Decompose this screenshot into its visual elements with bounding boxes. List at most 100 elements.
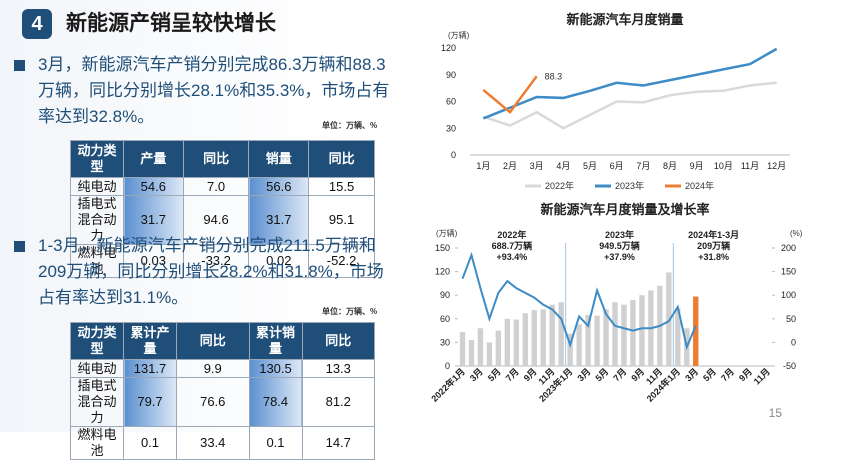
bar [594,315,600,366]
x-tick-label: 9月 [690,161,704,171]
header-cell: 同比 [182,140,250,178]
line [482,75,538,115]
y-tick-label: 90 [446,70,456,80]
annotation: 688.7万辆 [492,240,533,251]
x-tick-label: 7月 [504,366,521,383]
bar [576,324,582,366]
annotation: +37.9% [604,252,635,262]
annotation: +93.4% [496,252,527,262]
bar [549,304,555,366]
row: 纯电动 54.6 7.0 56.6 15.5 [70,177,375,196]
unit-note: 单位：万辆、% [322,121,378,130]
x-tick-label: 5月 [486,366,503,383]
bar [459,332,466,366]
x-tick-label: 6月 [610,161,624,171]
unit-note: 单位：万辆、% [322,307,378,316]
header-cell: 累计产量 [123,322,177,360]
bar [513,319,520,366]
cell: 燃料电池 [70,244,124,278]
y-tick-label: 150 [435,243,450,253]
annotation: 2024年1-3月 [688,229,739,240]
x-tick-label: 11月 [752,366,772,386]
y2-axis-title: (%) [790,229,803,238]
line [461,251,697,351]
x-tick-label: 9月 [522,366,539,383]
cell: 79.7 [123,377,177,427]
legend-label: 2023年 [615,180,644,191]
bar [621,304,627,366]
bar [630,299,636,366]
section-number: 4 [22,9,52,39]
bar [504,318,511,366]
y-tick-label: 30 [440,337,450,347]
x-tick-label: 10月 [714,161,733,171]
bar [612,302,618,366]
bullet-text: 3月，新能源汽车产销分别完成86.3万辆和88.3万辆，同比分别增长28.1%和… [14,52,390,130]
y-axis-title: (万辆) [436,228,458,238]
y-tick-label: 60 [446,97,456,107]
bar [603,309,609,366]
x-tick-label: 12月 [767,161,786,171]
bar [666,272,672,366]
y-tick-label: 60 [440,314,450,324]
legend-label: 2024年 [685,180,714,191]
cell: 0.02 [248,244,310,278]
bar [486,342,493,366]
bar [468,340,475,366]
row: 插电式混合动力 31.7 94.6 31.7 95.1 [70,195,375,245]
cell: 76.6 [176,377,250,427]
cell: 54.6 [123,177,184,196]
y2-tick-label: 50 [786,314,796,324]
x-tick-label: 9月 [737,366,754,383]
y2-tick-label: 200 [781,243,796,253]
header-cell: 累计销量 [248,322,303,360]
annotation: +31.8% [698,252,729,262]
bullet-text: 1-3月，新能源汽车产销分别完成211.5万辆和209万辆，同比分别增长28.2… [14,233,390,311]
cell: 0.03 [123,244,184,278]
x-tick-label: 4月 [556,161,570,171]
y-tick-label: 120 [435,267,450,277]
cell: 9.9 [176,359,250,378]
header-cell: 动力类型 [70,322,124,360]
cell: 31.7 [248,195,310,245]
annotation: 2023年 [605,229,634,240]
bar [531,310,537,366]
x-tick-label: 5月 [701,366,718,383]
y-tick-label: 30 [446,123,456,133]
cell: 插电式混合动力 [70,377,124,427]
x-tick-label: 3月 [530,161,544,171]
y-tick-label: 120 [441,43,456,53]
y-tick-label: 0 [451,150,456,160]
x-tick-label: 3月 [683,366,700,383]
row: 纯电动 131.7 9.9 130.5 13.3 [70,359,375,378]
x-tick-label: 7月 [719,366,736,383]
cell: 131.7 [123,359,177,378]
header-cell: 产量 [123,140,184,178]
charts: 新能源汽车月度销量 (万辆) 0 30 60 90 120 1月 2月 3月 4月 5月 6月 7月 8月 9… [429,12,803,404]
annotation: 209万辆 [697,240,730,251]
bar [540,309,546,366]
x-tick-label: 8月 [663,161,677,171]
line [482,47,778,120]
bar [522,313,528,366]
header-row: 动力类型 产量 同比 销量 同比 [70,140,375,178]
y-axis-title: (万辆) [448,30,470,40]
slide-title: 新能源产销呈较快增长 [66,12,276,35]
cell: 81.2 [301,377,375,427]
cell: 31.7 [123,195,184,245]
row: 插电式混合动力 79.7 76.6 78.4 81.2 [70,377,375,427]
x-tick-label: 3月 [576,366,593,383]
x-tick-label: 7月 [636,161,650,171]
bar [495,330,502,366]
header-cell: 同比 [308,140,375,178]
legend-label: 2022年 [545,180,574,191]
header-cell: 销量 [248,140,310,178]
x-tick-label: 9月 [629,366,646,383]
annotation: 949.5万辆 [599,240,640,251]
x-tick-label: 5月 [583,161,597,171]
bar [693,296,699,366]
table: 动力类型 产量 同比 销量 同比 纯电动 54.6 7.0 56.6 15.5 插电式混合动力 31.… [70,140,375,278]
x-tick-label: 11月 [741,161,759,171]
x-tick-label: 7月 [611,366,628,383]
bar [585,314,591,366]
